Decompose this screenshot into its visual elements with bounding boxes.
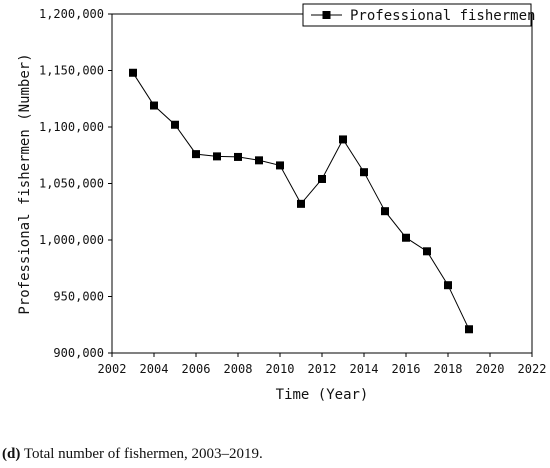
figure-caption: (d) Total number of fishermen, 2003–2019… bbox=[2, 446, 263, 463]
legend-label: Professional fishermen bbox=[350, 8, 535, 24]
x-tick-label: 2010 bbox=[266, 362, 295, 376]
x-tick-label: 2016 bbox=[392, 362, 421, 376]
data-point bbox=[444, 281, 452, 290]
y-tick-label: 1,200,000 bbox=[39, 7, 104, 21]
data-point bbox=[255, 156, 263, 165]
y-axis: 900,000 950,000 1,000,000 1,050,000 1,100,00… bbox=[39, 7, 112, 360]
data-point bbox=[297, 199, 305, 208]
data-point bbox=[339, 135, 347, 144]
plot-frame bbox=[111, 13, 533, 354]
data-point bbox=[129, 68, 137, 77]
caption-text: Total number of fishermen, 2003–2019. bbox=[20, 446, 263, 462]
caption-label: (d) bbox=[2, 446, 21, 462]
y-tick-label: 950,000 bbox=[53, 290, 104, 304]
data-point bbox=[276, 161, 284, 170]
legend-box bbox=[302, 3, 532, 27]
x-tick-label: 2018 bbox=[434, 362, 463, 376]
data-point bbox=[360, 168, 368, 177]
x-axis-title: Time (Year) bbox=[276, 387, 369, 403]
x-tick-label: 2022 bbox=[518, 362, 547, 376]
data-point bbox=[423, 247, 431, 256]
legend-marker bbox=[322, 11, 331, 19]
data-point bbox=[213, 152, 221, 161]
line-chart: 900,000 950,000 1,000,000 1,050,000 1,100,00… bbox=[17, 3, 547, 403]
y-tick-label: 1,150,000 bbox=[39, 64, 104, 78]
y-tick-label: 1,100,000 bbox=[39, 120, 104, 134]
y-tick-label: 1,050,000 bbox=[39, 177, 104, 191]
x-tick-label: 2014 bbox=[350, 362, 379, 376]
data-point bbox=[234, 152, 242, 161]
x-tick-label: 2006 bbox=[182, 362, 211, 376]
data-point bbox=[402, 233, 410, 242]
y-tick-label: 1,000,000 bbox=[39, 233, 104, 247]
x-tick-label: 2008 bbox=[224, 362, 253, 376]
x-tick-label: 2020 bbox=[476, 362, 505, 376]
legend: Professional fishermen bbox=[302, 3, 535, 27]
data-point bbox=[171, 120, 179, 129]
data-point bbox=[150, 101, 158, 110]
data-point bbox=[465, 325, 473, 334]
data-point bbox=[381, 207, 389, 216]
data-point bbox=[318, 174, 326, 183]
y-tick-label: 900,000 bbox=[53, 346, 104, 360]
data-point bbox=[192, 150, 200, 159]
x-tick-label: 2012 bbox=[308, 362, 337, 376]
series-points-group bbox=[129, 68, 473, 334]
x-axis: 2002 2004 2006 2008 2010 2012 2014 2016 2018 2020… bbox=[98, 353, 547, 376]
x-tick-label: 2004 bbox=[140, 362, 169, 376]
x-tick-label: 2002 bbox=[98, 362, 127, 376]
y-axis-title: Professional fishermen (Number) bbox=[17, 53, 33, 314]
